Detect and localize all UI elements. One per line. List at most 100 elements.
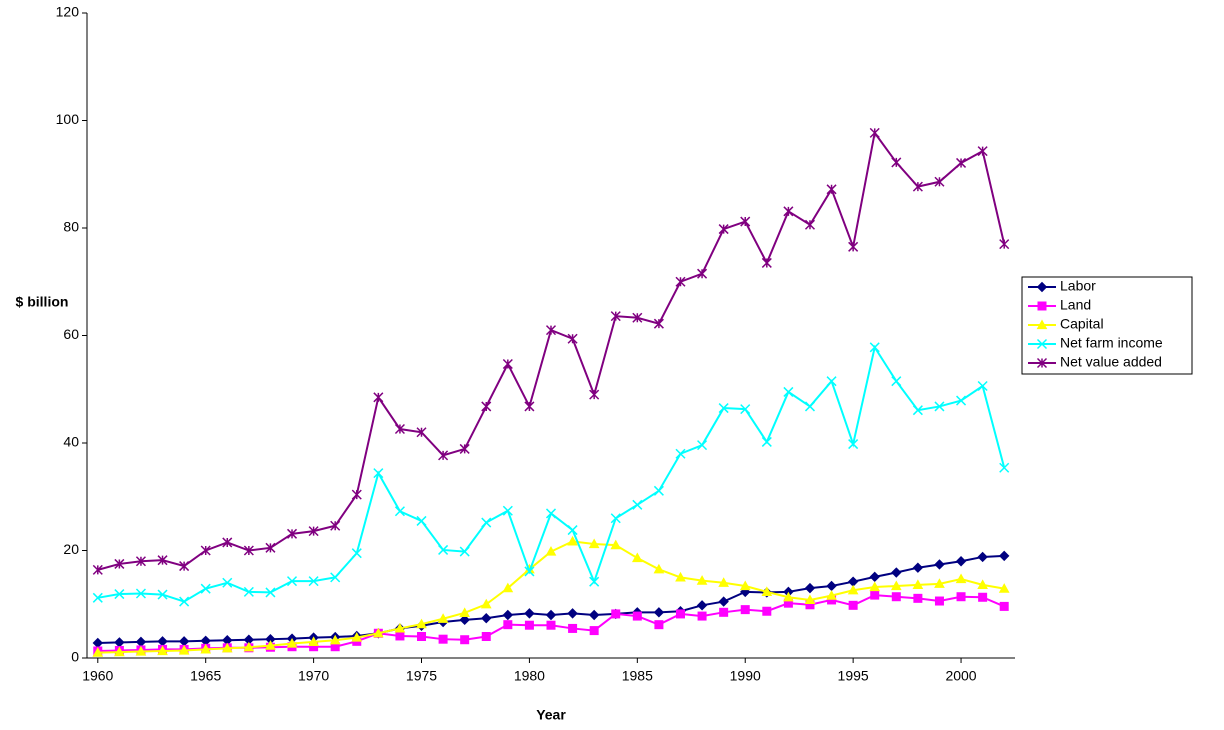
marker bbox=[956, 157, 967, 168]
marker bbox=[568, 623, 578, 633]
marker bbox=[718, 403, 729, 414]
marker bbox=[92, 647, 104, 657]
x-tick-label: 1995 bbox=[838, 668, 869, 684]
marker bbox=[956, 395, 967, 406]
marker bbox=[351, 632, 363, 642]
marker bbox=[999, 462, 1010, 473]
y-tick-label: 40 bbox=[63, 434, 79, 450]
legend-label: Net farm income bbox=[1060, 335, 1163, 351]
marker bbox=[718, 577, 730, 587]
marker bbox=[114, 637, 125, 648]
marker bbox=[394, 622, 406, 633]
marker bbox=[610, 539, 622, 550]
marker bbox=[394, 506, 405, 517]
marker bbox=[459, 546, 470, 557]
marker bbox=[588, 538, 600, 549]
marker bbox=[308, 526, 319, 537]
marker bbox=[739, 580, 751, 591]
series-line bbox=[97, 554, 1005, 644]
marker bbox=[934, 176, 945, 187]
marker bbox=[934, 401, 945, 412]
marker bbox=[200, 545, 211, 556]
marker bbox=[372, 627, 384, 638]
x-tick-label: 1960 bbox=[82, 668, 113, 684]
legend-label: Capital bbox=[1060, 316, 1104, 332]
marker bbox=[135, 636, 147, 648]
y-tick-label: 80 bbox=[63, 219, 79, 235]
marker bbox=[243, 586, 254, 597]
marker bbox=[653, 607, 665, 618]
marker bbox=[545, 325, 557, 336]
marker bbox=[955, 556, 967, 567]
marker bbox=[610, 311, 621, 322]
marker bbox=[589, 389, 600, 400]
marker bbox=[135, 646, 147, 656]
marker bbox=[373, 468, 384, 479]
marker bbox=[912, 405, 923, 416]
legend-marker bbox=[1037, 301, 1047, 311]
marker bbox=[308, 576, 319, 587]
marker bbox=[998, 583, 1010, 593]
marker bbox=[524, 401, 535, 412]
marker bbox=[956, 592, 966, 602]
marker bbox=[265, 542, 276, 553]
x-tick-label: 1980 bbox=[514, 668, 545, 684]
marker bbox=[222, 577, 233, 588]
marker bbox=[157, 555, 168, 566]
marker bbox=[567, 535, 578, 546]
marker bbox=[524, 566, 535, 577]
marker bbox=[265, 640, 276, 650]
marker bbox=[545, 609, 557, 621]
marker bbox=[589, 626, 599, 636]
marker bbox=[481, 632, 491, 641]
marker bbox=[696, 600, 708, 611]
marker bbox=[848, 241, 859, 252]
marker bbox=[417, 632, 427, 641]
marker bbox=[804, 219, 816, 230]
x-tick-label: 2000 bbox=[945, 668, 976, 684]
marker bbox=[243, 545, 254, 556]
marker bbox=[697, 611, 707, 621]
marker bbox=[610, 513, 621, 524]
marker bbox=[826, 184, 837, 195]
marker bbox=[351, 548, 362, 559]
x-tick-label: 1970 bbox=[298, 668, 329, 684]
marker bbox=[286, 528, 298, 539]
marker bbox=[502, 505, 513, 516]
marker bbox=[912, 579, 924, 589]
marker bbox=[869, 581, 881, 592]
marker bbox=[977, 380, 988, 392]
marker bbox=[912, 562, 924, 573]
marker bbox=[783, 591, 794, 602]
marker bbox=[330, 572, 341, 583]
marker bbox=[545, 508, 557, 519]
marker bbox=[611, 609, 621, 619]
series-line bbox=[97, 344, 1006, 603]
y-tick-label: 0 bbox=[71, 649, 79, 665]
marker bbox=[200, 643, 212, 654]
marker bbox=[869, 342, 880, 353]
marker bbox=[157, 636, 168, 647]
marker bbox=[891, 592, 901, 602]
marker bbox=[891, 157, 902, 168]
marker bbox=[480, 598, 492, 609]
marker bbox=[157, 645, 168, 656]
marker bbox=[351, 489, 362, 500]
marker bbox=[697, 268, 708, 279]
marker bbox=[286, 637, 298, 648]
marker bbox=[460, 635, 470, 645]
legend-label: Land bbox=[1060, 297, 1091, 313]
marker bbox=[783, 206, 794, 217]
marker bbox=[653, 563, 665, 574]
marker bbox=[934, 596, 944, 606]
y-tick-label: 100 bbox=[56, 111, 80, 127]
marker bbox=[761, 257, 772, 268]
legend-label: Net value added bbox=[1060, 354, 1162, 370]
marker bbox=[200, 583, 211, 594]
marker bbox=[92, 592, 103, 603]
marker bbox=[761, 586, 773, 596]
legend-marker bbox=[1036, 338, 1048, 350]
marker bbox=[438, 544, 449, 555]
marker bbox=[438, 450, 449, 461]
